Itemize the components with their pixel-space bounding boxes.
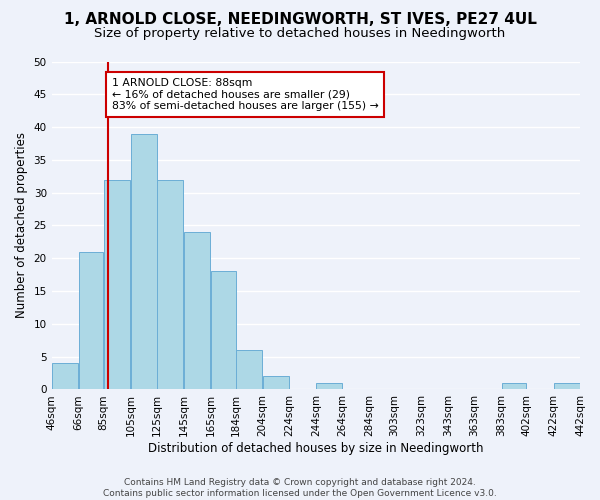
Text: 1 ARNOLD CLOSE: 88sqm
← 16% of detached houses are smaller (29)
83% of semi-deta: 1 ARNOLD CLOSE: 88sqm ← 16% of detached … bbox=[112, 78, 379, 111]
Bar bbox=[131, 134, 157, 390]
Text: Size of property relative to detached houses in Needingworth: Size of property relative to detached ho… bbox=[94, 28, 506, 40]
Bar bbox=[263, 376, 289, 390]
Bar bbox=[79, 252, 103, 390]
Bar bbox=[236, 350, 262, 390]
Y-axis label: Number of detached properties: Number of detached properties bbox=[15, 132, 28, 318]
Bar bbox=[211, 272, 236, 390]
X-axis label: Distribution of detached houses by size in Needingworth: Distribution of detached houses by size … bbox=[148, 442, 484, 455]
Text: 1, ARNOLD CLOSE, NEEDINGWORTH, ST IVES, PE27 4UL: 1, ARNOLD CLOSE, NEEDINGWORTH, ST IVES, … bbox=[64, 12, 536, 28]
Bar bbox=[184, 232, 210, 390]
Bar bbox=[502, 383, 526, 390]
Bar bbox=[157, 180, 184, 390]
Bar bbox=[52, 363, 78, 390]
Bar bbox=[316, 383, 342, 390]
Bar bbox=[104, 180, 130, 390]
Text: Contains HM Land Registry data © Crown copyright and database right 2024.
Contai: Contains HM Land Registry data © Crown c… bbox=[103, 478, 497, 498]
Bar bbox=[554, 383, 580, 390]
